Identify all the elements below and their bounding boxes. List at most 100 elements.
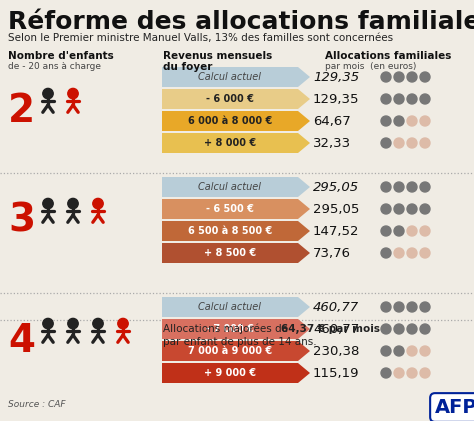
Text: + 8 000 €: + 8 000 € — [204, 138, 256, 148]
Circle shape — [407, 302, 417, 312]
Circle shape — [394, 182, 404, 192]
Polygon shape — [162, 243, 310, 263]
Circle shape — [43, 318, 53, 329]
Text: Nombre d'enfants: Nombre d'enfants — [8, 51, 114, 61]
Circle shape — [381, 324, 391, 334]
Circle shape — [68, 88, 78, 99]
Text: 147,52: 147,52 — [313, 224, 359, 237]
Circle shape — [407, 248, 417, 258]
Polygon shape — [162, 319, 310, 339]
Text: du foyer: du foyer — [163, 62, 212, 72]
Text: 129,35: 129,35 — [313, 70, 359, 83]
Circle shape — [407, 204, 417, 214]
Circle shape — [381, 94, 391, 104]
Circle shape — [394, 248, 404, 258]
Text: AFP: AFP — [435, 398, 474, 417]
Circle shape — [394, 72, 404, 82]
Text: 460,77: 460,77 — [313, 301, 359, 314]
Circle shape — [407, 368, 417, 378]
Circle shape — [420, 72, 430, 82]
Circle shape — [420, 94, 430, 104]
Circle shape — [420, 368, 430, 378]
Circle shape — [381, 138, 391, 148]
Text: Réforme des allocations familiales: Réforme des allocations familiales — [8, 10, 474, 34]
Circle shape — [93, 318, 103, 329]
Polygon shape — [162, 297, 310, 317]
Circle shape — [381, 116, 391, 126]
Text: 64,37 € par mois: 64,37 € par mois — [281, 324, 380, 334]
Circle shape — [394, 302, 404, 312]
Polygon shape — [162, 133, 310, 153]
Circle shape — [43, 198, 53, 209]
Text: Selon le Premier ministre Manuel Valls, 13% des familles sont concernées: Selon le Premier ministre Manuel Valls, … — [8, 33, 393, 43]
Circle shape — [407, 116, 417, 126]
Text: Source : CAF: Source : CAF — [8, 400, 65, 409]
Circle shape — [394, 324, 404, 334]
Circle shape — [420, 138, 430, 148]
Circle shape — [394, 368, 404, 378]
Circle shape — [381, 182, 391, 192]
Text: par mois  (en euros): par mois (en euros) — [325, 62, 416, 71]
Polygon shape — [162, 363, 310, 383]
Polygon shape — [162, 221, 310, 241]
Circle shape — [381, 226, 391, 236]
Circle shape — [407, 138, 417, 148]
Text: Calcul actuel: Calcul actuel — [199, 72, 262, 82]
Text: 460,77: 460,77 — [313, 322, 359, 336]
Text: par enfant de plus de 14 ans.: par enfant de plus de 14 ans. — [163, 337, 317, 347]
Circle shape — [394, 138, 404, 148]
Text: Calcul actuel: Calcul actuel — [199, 302, 262, 312]
Circle shape — [68, 198, 78, 209]
Circle shape — [420, 324, 430, 334]
Circle shape — [407, 72, 417, 82]
Text: 64,67: 64,67 — [313, 115, 351, 128]
Circle shape — [420, 204, 430, 214]
Circle shape — [420, 116, 430, 126]
Text: 73,76: 73,76 — [313, 247, 351, 259]
Text: Allocations majorées de: Allocations majorées de — [163, 324, 291, 335]
Circle shape — [93, 198, 103, 209]
Circle shape — [420, 182, 430, 192]
Circle shape — [407, 94, 417, 104]
Circle shape — [407, 182, 417, 192]
Text: + 9 000 €: + 9 000 € — [204, 368, 256, 378]
Circle shape — [381, 72, 391, 82]
Circle shape — [381, 368, 391, 378]
Text: 6 500 à 8 500 €: 6 500 à 8 500 € — [188, 226, 272, 236]
Text: 7 000 à 9 000 €: 7 000 à 9 000 € — [188, 346, 272, 356]
Polygon shape — [162, 199, 310, 219]
Text: 2: 2 — [8, 92, 35, 130]
Polygon shape — [162, 67, 310, 87]
Polygon shape — [162, 341, 310, 361]
Circle shape — [43, 88, 53, 99]
Text: + 8 500 €: + 8 500 € — [204, 248, 256, 258]
Text: 4: 4 — [8, 322, 35, 360]
Text: - 6 500 €: - 6 500 € — [206, 204, 254, 214]
Text: 295,05: 295,05 — [313, 203, 359, 216]
Text: 3: 3 — [8, 202, 35, 240]
Polygon shape — [162, 89, 310, 109]
Circle shape — [394, 204, 404, 214]
Text: - 7 000 €: - 7 000 € — [206, 324, 254, 334]
Text: 115,19: 115,19 — [313, 367, 359, 379]
Circle shape — [394, 346, 404, 356]
Text: Revenus mensuels: Revenus mensuels — [163, 51, 272, 61]
Circle shape — [68, 318, 78, 329]
Circle shape — [118, 318, 128, 329]
Circle shape — [394, 226, 404, 236]
Circle shape — [381, 302, 391, 312]
Circle shape — [420, 346, 430, 356]
Text: 32,33: 32,33 — [313, 136, 351, 149]
Text: Allocations familiales: Allocations familiales — [325, 51, 451, 61]
Circle shape — [420, 248, 430, 258]
Text: 6 000 à 8 000 €: 6 000 à 8 000 € — [188, 116, 272, 126]
Circle shape — [381, 346, 391, 356]
Circle shape — [394, 116, 404, 126]
Text: Calcul actuel: Calcul actuel — [199, 182, 262, 192]
Circle shape — [407, 324, 417, 334]
Circle shape — [381, 248, 391, 258]
Text: 295,05: 295,05 — [313, 181, 359, 194]
Polygon shape — [162, 111, 310, 131]
Circle shape — [381, 204, 391, 214]
Circle shape — [420, 226, 430, 236]
